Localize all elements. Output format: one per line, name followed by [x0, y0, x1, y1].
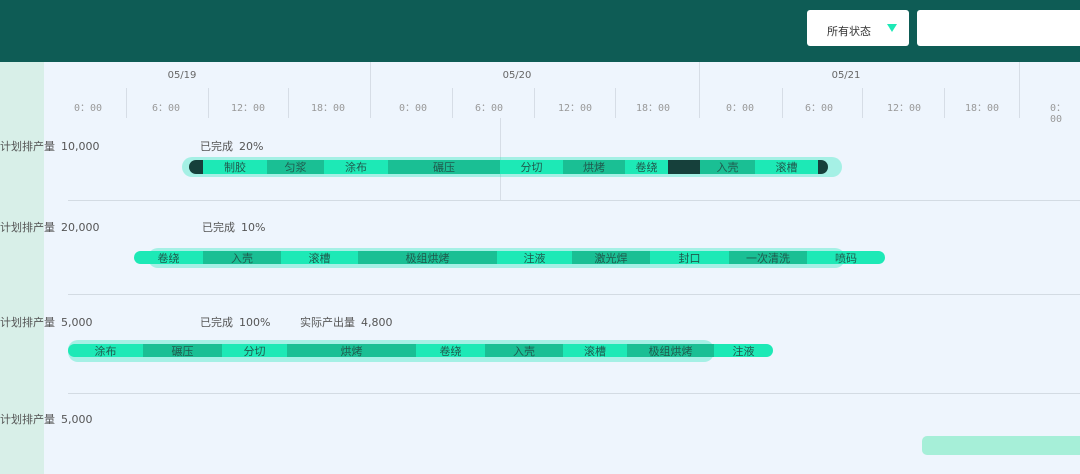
hour-label: 18：00	[310, 103, 346, 114]
date-label: 05/19	[167, 70, 197, 81]
hour-divider	[782, 88, 783, 118]
actual-value: 4,800	[361, 316, 393, 329]
done-info: 已完成 100%	[200, 314, 276, 330]
process-segment[interactable]: 分切	[500, 160, 563, 174]
plan-info: 计划排产量 5,000	[0, 411, 99, 427]
hour-divider	[126, 88, 127, 118]
process-segment[interactable]: 入壳	[203, 251, 281, 264]
hour-divider	[615, 88, 616, 118]
status-select-value: 所有状态	[827, 25, 871, 38]
done-info: 已完成 10%	[202, 219, 271, 235]
plan-value: 5,000	[61, 316, 93, 329]
process-segment[interactable]	[189, 160, 203, 174]
process-segment[interactable]: 注液	[497, 251, 572, 264]
process-segment[interactable]: 涂布	[324, 160, 388, 174]
process-segment[interactable]: 极组烘烤	[358, 251, 497, 264]
dropdown-arrow-icon	[887, 24, 897, 32]
process-segment[interactable]: 匀浆	[267, 160, 324, 174]
left-sidebar-strip	[0, 62, 44, 474]
process-segment[interactable]: 制胶	[203, 160, 267, 174]
plan-label: 计划排产量	[0, 221, 55, 234]
process-segment[interactable]: 注液	[714, 344, 773, 357]
day-divider	[370, 62, 371, 118]
done-label: 已完成	[202, 221, 235, 234]
process-segment[interactable]: 封口	[650, 251, 729, 264]
hour-divider	[944, 88, 945, 118]
hour-divider	[208, 88, 209, 118]
date-label: 05/20	[502, 70, 532, 81]
process-segment[interactable]: 喷码	[807, 251, 885, 264]
hour-divider	[534, 88, 535, 118]
plan-label: 计划排产量	[0, 140, 55, 153]
top-header: 所有状态	[0, 0, 1080, 62]
hour-label: 0：00	[73, 103, 103, 114]
actual-info: 实际产出量 4,800	[300, 314, 399, 330]
plan-label: 计划排产量	[0, 316, 55, 329]
hour-label: 12：00	[886, 103, 922, 114]
search-input[interactable]	[917, 10, 1080, 46]
day-divider	[699, 62, 700, 118]
plan-value: 5,000	[61, 413, 93, 426]
process-bar[interactable]: 涂布 碾压 分切 烘烤 卷绕 入壳 滚槽 极组烘烤 注液	[68, 344, 773, 357]
hour-label: 12：00	[230, 103, 266, 114]
plan-value: 20,000	[61, 221, 100, 234]
plan-label: 计划排产量	[0, 413, 55, 426]
day-divider	[1019, 62, 1020, 118]
hour-label: 12：00	[557, 103, 593, 114]
hour-label: 6：00	[151, 103, 181, 114]
plan-value: 10,000	[61, 140, 100, 153]
process-segment[interactable]: 滚槽	[755, 160, 818, 174]
hour-label: 0：00	[1050, 103, 1067, 125]
process-segment[interactable]: 滚槽	[281, 251, 358, 264]
hour-label: 6：00	[474, 103, 504, 114]
process-segment[interactable]: 烘烤	[287, 344, 416, 357]
done-info: 已完成 20%	[200, 138, 269, 154]
hour-label: 18：00	[635, 103, 671, 114]
process-bar[interactable]: 制胶 匀浆 涂布 碾压 分切 烘烤 卷绕 入壳 滚槽	[189, 160, 828, 174]
done-value: 20%	[239, 140, 264, 153]
process-segment[interactable]: 碾压	[388, 160, 500, 174]
process-segment[interactable]: 入壳	[485, 344, 563, 357]
actual-label: 实际产出量	[300, 316, 355, 329]
process-segment[interactable]: 分切	[222, 344, 287, 357]
done-value: 100%	[239, 316, 271, 329]
process-segment[interactable]: 卷绕	[416, 344, 485, 357]
process-segment[interactable]: 卷绕	[134, 251, 203, 264]
hour-label: 0：00	[725, 103, 755, 114]
process-segment[interactable]: 一次清洗	[729, 251, 807, 264]
hour-label: 0：00	[398, 103, 428, 114]
process-segment[interactable]: 极组烘烤	[627, 344, 714, 357]
process-segment[interactable]: 卷绕	[625, 160, 668, 174]
done-label: 已完成	[200, 140, 233, 153]
process-segment[interactable]	[668, 160, 700, 174]
plan-info: 计划排产量 5,000	[0, 314, 99, 330]
hour-label: 18：00	[964, 103, 1000, 114]
hour-divider	[862, 88, 863, 118]
process-segment[interactable]: 激光焊	[572, 251, 650, 264]
row-separator	[68, 393, 1080, 394]
row-separator	[68, 200, 1080, 201]
current-time-line	[500, 118, 501, 200]
process-segment[interactable]	[818, 160, 828, 174]
row-separator	[68, 294, 1080, 295]
date-label: 05/21	[831, 70, 861, 81]
plan-info: 计划排产量 10,000	[0, 138, 106, 154]
process-bar[interactable]: 卷绕 入壳 滚槽 极组烘烤 注液 激光焊 封口 一次清洗 喷码	[134, 251, 885, 264]
process-segment[interactable]: 入壳	[700, 160, 755, 174]
process-segment[interactable]: 碾压	[143, 344, 222, 357]
process-segment[interactable]: 烘烤	[563, 160, 625, 174]
process-segment[interactable]: 滚槽	[563, 344, 627, 357]
process-bar[interactable]	[922, 436, 1080, 455]
hour-divider	[288, 88, 289, 118]
done-value: 10%	[241, 221, 266, 234]
status-filter-select[interactable]: 所有状态	[807, 10, 909, 46]
plan-info: 计划排产量 20,000	[0, 219, 106, 235]
hour-label: 6：00	[804, 103, 834, 114]
done-label: 已完成	[200, 316, 233, 329]
hour-divider	[452, 88, 453, 118]
process-segment[interactable]: 涂布	[68, 344, 143, 357]
